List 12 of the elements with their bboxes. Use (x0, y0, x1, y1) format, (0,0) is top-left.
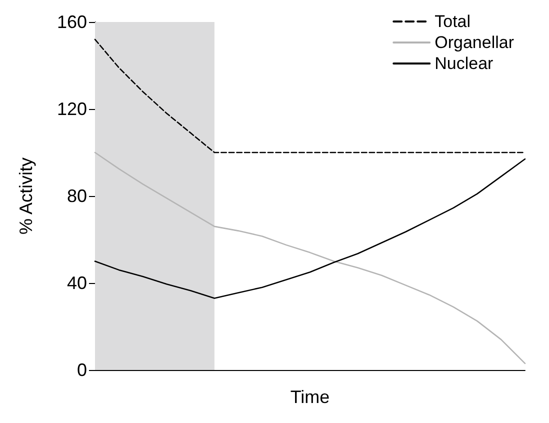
y-axis-title: % Activity (16, 157, 36, 235)
legend-label: Total (434, 12, 471, 31)
legend-label: Organellar (434, 33, 514, 52)
legend-label: Nuclear (434, 54, 494, 73)
y-tick-label: 80 (66, 186, 87, 206)
y-tick-label: 0 (76, 360, 87, 380)
line-series (94, 152, 526, 364)
x-axis-title: Time (290, 387, 330, 407)
line-series (94, 158, 526, 299)
y-tick-label: 160 (56, 12, 87, 32)
y-tick-label: 40 (66, 273, 87, 293)
y-tick-label: 120 (56, 99, 87, 119)
